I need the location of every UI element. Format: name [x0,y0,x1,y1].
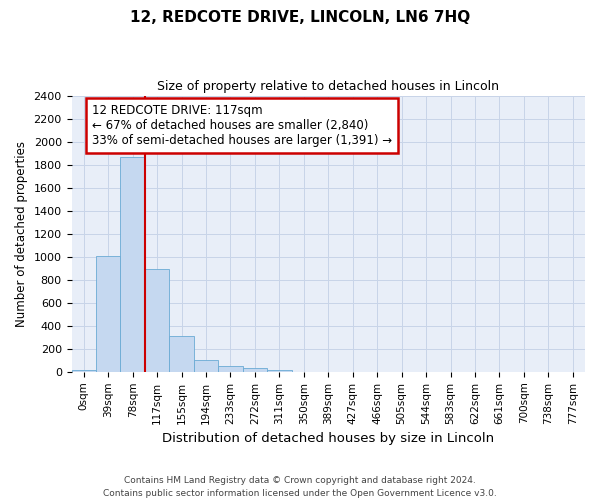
Bar [169,336,194,372]
Bar [71,370,96,372]
Text: 12 REDCOTE DRIVE: 117sqm
← 67% of detached houses are smaller (2,840)
33% of sem: 12 REDCOTE DRIVE: 117sqm ← 67% of detach… [92,104,392,147]
X-axis label: Distribution of detached houses by size in Lincoln: Distribution of detached houses by size … [162,432,494,445]
Y-axis label: Number of detached properties: Number of detached properties [15,140,28,326]
Bar [267,370,292,372]
Bar [218,366,242,372]
Bar [194,360,218,372]
Text: 12, REDCOTE DRIVE, LINCOLN, LN6 7HQ: 12, REDCOTE DRIVE, LINCOLN, LN6 7HQ [130,10,470,25]
Bar [96,256,121,372]
Bar [145,269,169,372]
Bar [121,156,145,372]
Bar [242,368,267,372]
Title: Size of property relative to detached houses in Lincoln: Size of property relative to detached ho… [157,80,499,93]
Text: Contains HM Land Registry data © Crown copyright and database right 2024.
Contai: Contains HM Land Registry data © Crown c… [103,476,497,498]
